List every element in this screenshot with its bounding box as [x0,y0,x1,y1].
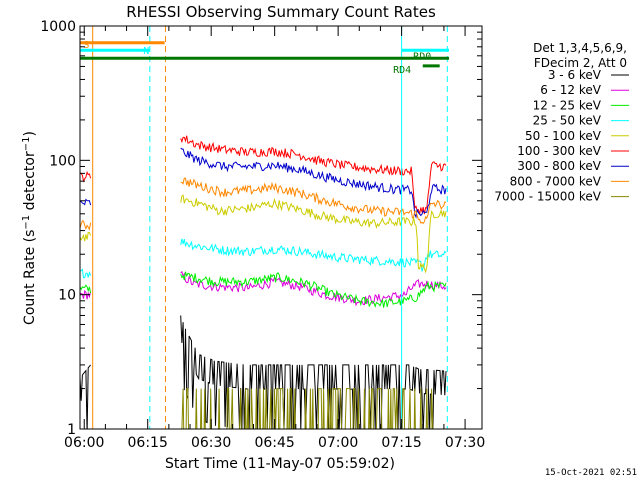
y-tick-label-10: 10 [58,288,76,304]
vline-layer [80,26,448,429]
y-tick-label-1000: 1000 [40,19,76,35]
series-300-800-kev-segment-0 [80,198,92,206]
x-tick-label-06-45: 06:45 [254,435,294,451]
x-tick-label-06-00: 06:00 [64,435,104,451]
y-axis-label: Count Rate (s−1 detector−1) [21,131,38,325]
legend-item-3-6-kev: 3 - 6 keV [548,68,629,82]
legend-header-line-1: FDecim 2, Att 0 [534,56,627,70]
flag-label-rd4: RD4 [393,65,411,76]
legend-label-300-800-kev: 300 - 800 keV [517,159,601,173]
y-tick-label-100: 100 [49,153,76,169]
series-100-300-kev-segment-0 [80,170,92,183]
flag-label-rd0: RD0 [413,51,431,62]
x-tick-label-06-15: 06:15 [128,435,168,451]
legend-label-7000-15000-kev: 7000 - 15000 keV [494,190,601,204]
series-3-6-kev-segment-0 [80,364,91,429]
x-tick-label-06-30: 06:30 [191,435,231,451]
x-tick-labels: 06:00 06:15 06:30 06:45 07:00 07:15 07:30 [64,435,485,451]
legend-label-800-7000-kev: 800 - 7000 keV [510,174,602,188]
legend-item-100-300-kev: 100 - 300 keV [517,144,629,158]
legend-item-25-50-kev: 25 - 50 keV [533,114,629,128]
x-axis-label: Start Time (11-May-07 05:59:02) [165,456,395,472]
flag-label-s: S [83,40,89,51]
legend-label-25-50-kev: 25 - 50 keV [533,114,602,128]
series-25-50-kev-segment-0 [80,268,92,279]
y-tick-labels: 1 10 100 1000 [40,19,76,438]
y-tick-label-1: 1 [67,422,76,438]
legend-item-300-800-kev: 300 - 800 keV [517,159,629,173]
tick-layer [80,26,482,430]
legend-label-12-25-kev: 12 - 25 keV [533,98,602,112]
legend-item-7000-15000-kev: 7000 - 15000 keV [494,190,629,204]
flag-label-n: N [143,46,149,57]
legend-item-800-7000-kev: 800 - 7000 keV [510,174,629,188]
series-800-7000-kev-segment-0 [80,220,92,231]
plot-frame [79,25,483,430]
legend-label-100-300-kev: 100 - 300 keV [517,144,601,158]
legend-label-6-12-kev: 6 - 12 keV [540,83,602,97]
x-tick-label-07-15: 07:15 [381,435,421,451]
x-tick-label-07-00: 07:00 [318,435,358,451]
legend-item-50-100-kev: 50 - 100 keV [525,129,629,143]
series-12-25-kev-segment-0 [80,284,92,294]
chart-title: RHESSI Observing Summary Count Rates [126,3,436,21]
legend-item-6-12-kev: 6 - 12 keV [540,83,629,97]
legend-header-line-0: Det 1,3,4,5,6,9, [533,41,627,55]
x-tick-label-07-30: 07:30 [445,435,485,451]
series-50-100-kev-segment-0 [80,231,92,242]
legend-label-3-6-kev: 3 - 6 keV [548,68,602,82]
legend-item-12-25-kev: 12 - 25 keV [533,98,629,112]
footer-timestamp: 15-Oct-2021 02:51 [545,468,637,478]
legend: Det 1,3,4,5,6,9,FDecim 2, Att 03 - 6 keV… [494,41,629,204]
legend-label-50-100-kev: 50 - 100 keV [525,129,602,143]
